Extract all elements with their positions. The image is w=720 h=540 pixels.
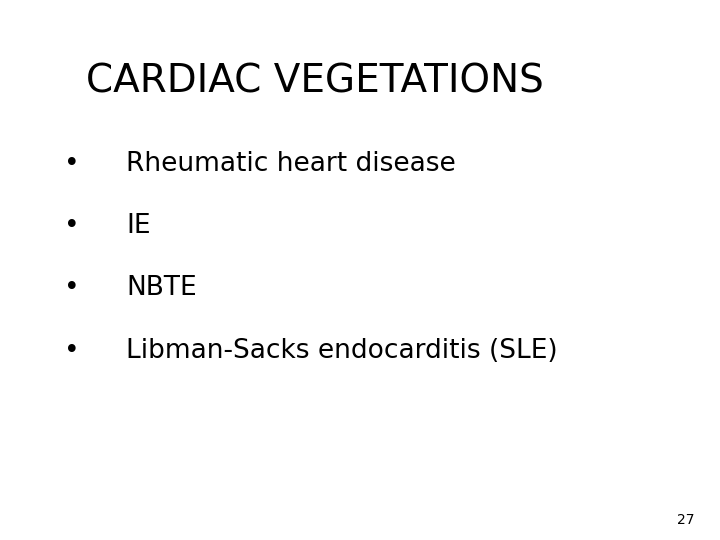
Text: •: • xyxy=(64,213,80,239)
Text: CARDIAC VEGETATIONS: CARDIAC VEGETATIONS xyxy=(86,62,544,100)
Text: •: • xyxy=(64,151,80,177)
Text: Libman-Sacks endocarditis (SLE): Libman-Sacks endocarditis (SLE) xyxy=(126,338,557,363)
Text: Rheumatic heart disease: Rheumatic heart disease xyxy=(126,151,456,177)
Text: •: • xyxy=(64,275,80,301)
Text: NBTE: NBTE xyxy=(126,275,197,301)
Text: 27: 27 xyxy=(678,512,695,526)
Text: •: • xyxy=(64,338,80,363)
Text: IE: IE xyxy=(126,213,150,239)
